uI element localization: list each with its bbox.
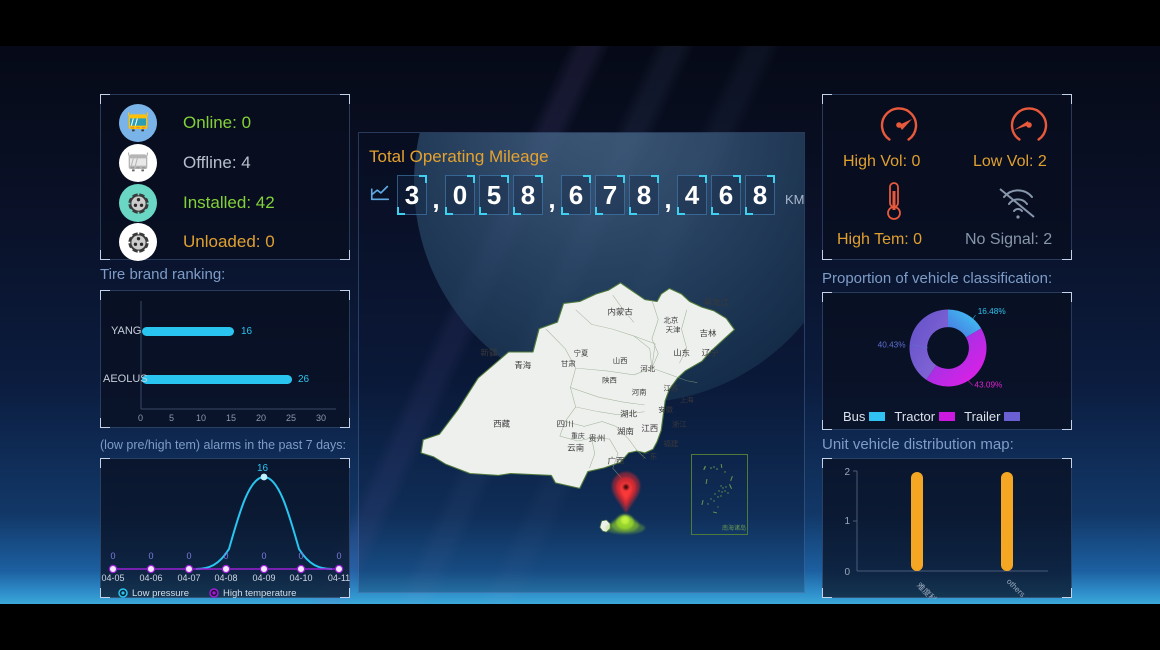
svg-text:16: 16 [257,463,269,474]
svg-text:04-07: 04-07 [177,573,200,583]
svg-text:0: 0 [186,551,191,561]
svg-text:26: 26 [298,374,310,385]
svg-text:陕西: 陕西 [602,376,617,385]
svg-text:04-10: 04-10 [289,573,312,583]
svg-text:0: 0 [223,551,228,561]
svg-text:2: 2 [844,467,850,478]
svg-text:新疆: 新疆 [481,348,498,358]
svg-text:0: 0 [148,551,153,561]
svg-text:难度科技: 难度科技 [915,580,945,599]
svg-text:40.43%: 40.43% [878,340,907,349]
svg-text:04-08: 04-08 [214,573,237,583]
svg-text:贵州: 贵州 [588,433,605,443]
svg-text:Low pressure: Low pressure [132,588,189,599]
svg-text:山西: 山西 [613,357,628,366]
svg-text:湖南: 湖南 [617,427,634,437]
svg-text:1: 1 [844,516,850,527]
svg-text:辽宁: 辽宁 [702,348,719,358]
svg-text:10: 10 [196,413,206,423]
svg-text:广东: 广东 [642,452,657,461]
svg-text:山东: 山东 [673,348,690,358]
svg-text:04-05: 04-05 [101,573,124,583]
svg-text:宁夏: 宁夏 [574,349,589,358]
svg-text:上海: 上海 [680,395,694,404]
svg-text:25: 25 [286,413,296,423]
svg-text:广西: 广西 [607,456,624,466]
svg-text:吉林: 吉林 [700,328,717,338]
svg-text:河北: 河北 [640,365,655,373]
svg-text:江苏: 江苏 [664,384,679,393]
svg-text:04-06: 04-06 [139,573,162,583]
svg-text:内蒙古: 内蒙古 [607,307,632,317]
svg-text:5: 5 [169,413,174,423]
svg-text:30: 30 [316,413,326,423]
svg-text:04-09: 04-09 [252,573,275,583]
svg-text:福建: 福建 [664,439,679,448]
svg-text:16.48%: 16.48% [978,307,1007,316]
svg-text:浙江: 浙江 [672,420,687,429]
svg-text:0: 0 [261,551,266,561]
svg-text:AEOLUS: AEOLUS [103,373,148,385]
svg-text:河南: 河南 [632,388,647,397]
svg-text:安徽: 安徽 [658,405,673,414]
svg-text:云南: 云南 [567,443,584,453]
svg-text:16: 16 [241,326,253,337]
svg-text:江西: 江西 [641,425,658,434]
svg-text:0: 0 [110,551,115,561]
svg-text:0: 0 [336,551,341,561]
svg-text:43.09%: 43.09% [974,381,1003,390]
svg-text:北京: 北京 [664,316,679,325]
svg-text:15: 15 [226,413,236,423]
svg-text:High temperature: High temperature [223,588,296,599]
svg-text:YANG: YANG [111,325,141,337]
svg-text:天津: 天津 [666,326,681,334]
svg-text:青海: 青海 [514,360,531,370]
svg-text:0: 0 [844,567,850,578]
svg-text:0: 0 [298,551,303,561]
svg-text:湖北: 湖北 [620,410,637,419]
svg-text:others: others [1005,577,1027,599]
svg-text:南海诸岛: 南海诸岛 [722,524,746,532]
svg-text:04-11: 04-11 [328,573,350,583]
svg-text:20: 20 [256,413,266,423]
svg-text:0: 0 [138,413,143,423]
svg-text:西藏: 西藏 [493,419,510,429]
svg-text:重庆: 重庆 [571,431,585,440]
svg-text:甘肃: 甘肃 [561,359,576,368]
svg-text:四川: 四川 [557,420,574,429]
svg-text:黑龙江: 黑龙江 [704,297,729,307]
